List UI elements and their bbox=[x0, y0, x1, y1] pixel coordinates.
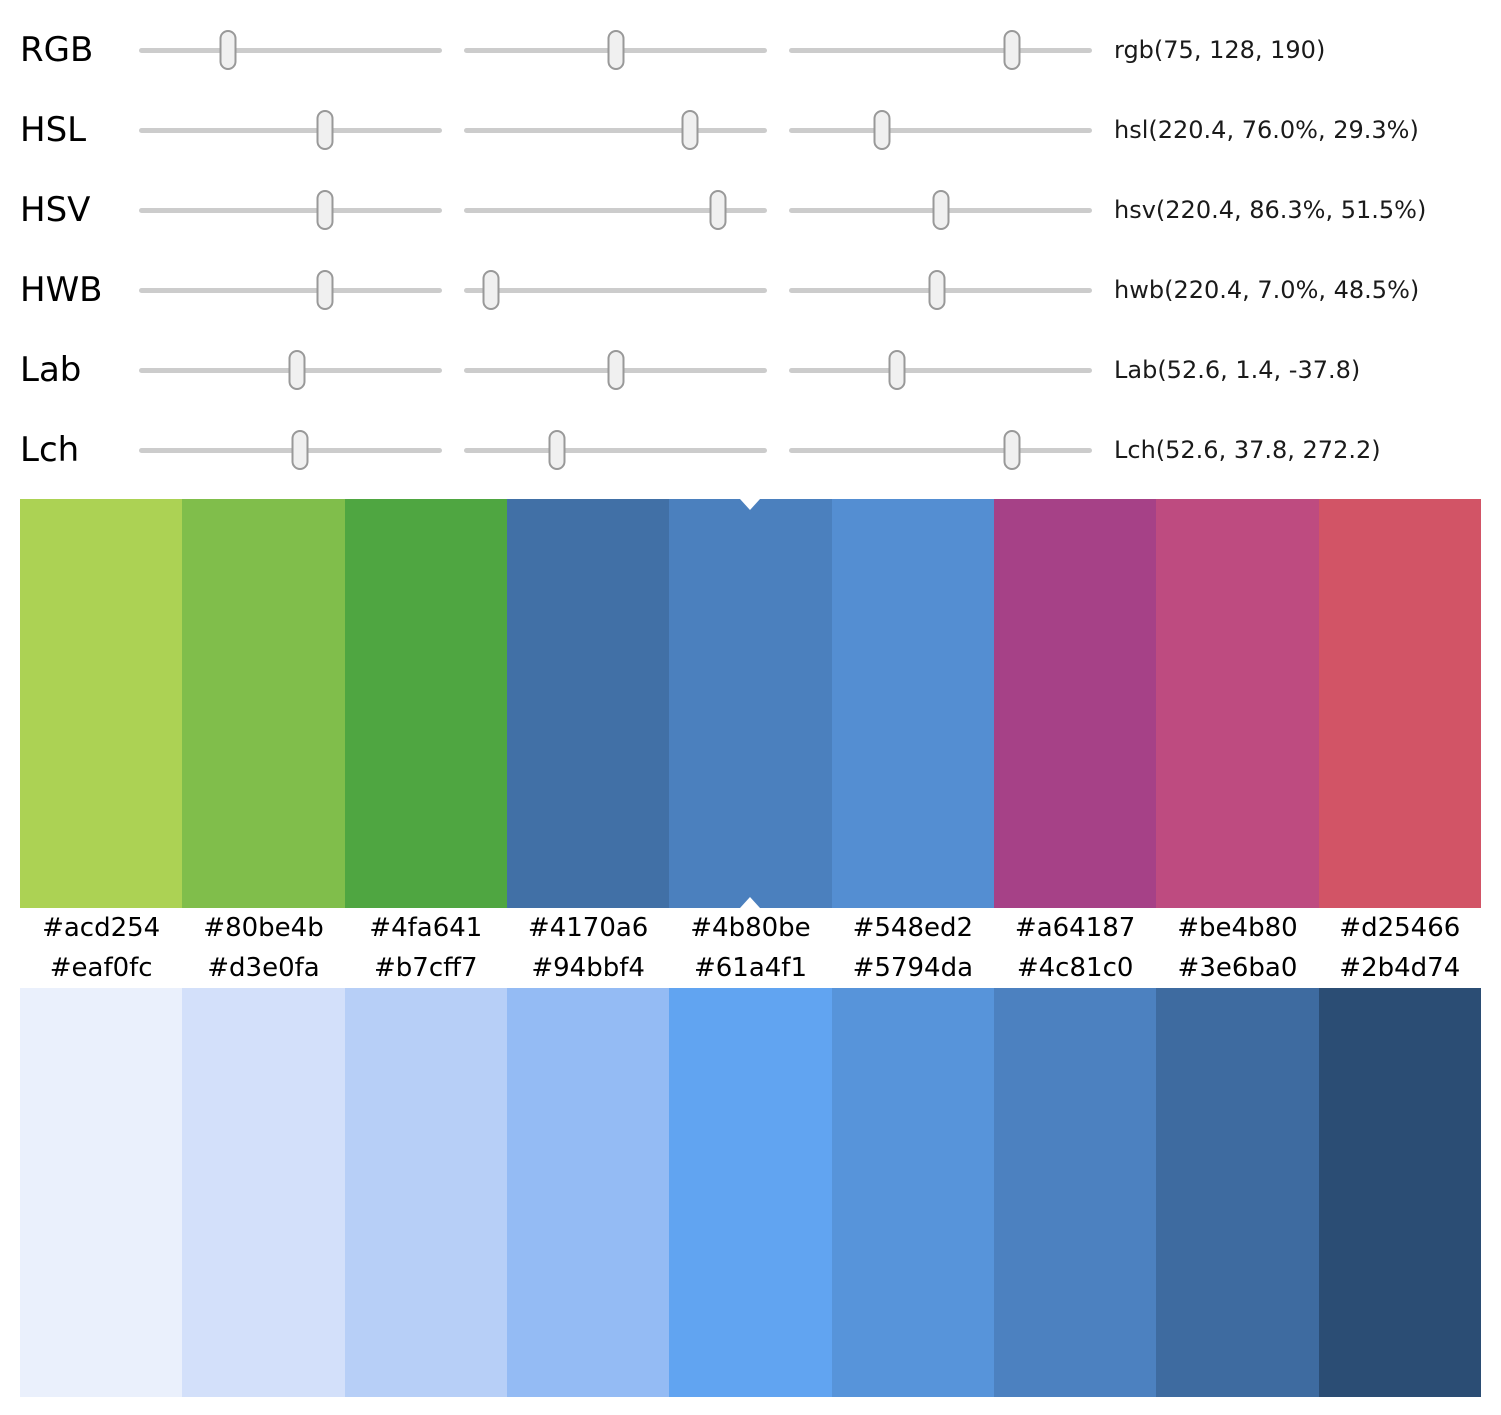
hsv-slider-thumb-1[interactable] bbox=[316, 190, 334, 230]
palette-bottom-swatch-6[interactable] bbox=[993, 988, 1157, 1397]
palette-bottom-hex-label-7: #3e6ba0 bbox=[1177, 953, 1298, 983]
hwb-slider-thumb-2[interactable] bbox=[482, 270, 500, 310]
hsl-slider-track-1[interactable] bbox=[139, 110, 442, 150]
palette-top-swatch-5[interactable] bbox=[831, 499, 994, 908]
lab-row-label: Lab bbox=[20, 350, 82, 390]
lab-slider-thumb-1[interactable] bbox=[288, 350, 306, 390]
palette-top-swatch-1[interactable] bbox=[182, 499, 345, 908]
palette-bottom-hex-label-1: #d3e0fa bbox=[207, 953, 320, 983]
lab-value-text: Lab(52.6, 1.4, -37.8) bbox=[1114, 356, 1361, 384]
lab-slider-thumb-3[interactable] bbox=[888, 350, 906, 390]
slider-row-rgb: RGB rgb(75, 128, 190) bbox=[20, 10, 1501, 90]
palette-bottom bbox=[20, 988, 1481, 1397]
palette-bottom-swatch-8[interactable] bbox=[1318, 988, 1481, 1397]
hsv-slider-track-1[interactable] bbox=[139, 190, 442, 230]
palette-top-swatch-2[interactable] bbox=[344, 499, 507, 908]
palette-bottom-swatch-3[interactable] bbox=[506, 988, 670, 1397]
rgb-row-label: RGB bbox=[20, 30, 94, 70]
slider-row-lab: Lab Lab(52.6, 1.4, -37.8) bbox=[20, 330, 1501, 410]
slider-panel: RGB rgb(75, 128, 190) HSL hsl(220.4, 76.0%,… bbox=[0, 0, 1501, 490]
hsl-slider-thumb-2[interactable] bbox=[681, 110, 699, 150]
palette-bottom-hex-label-0: #eaf0fc bbox=[49, 953, 153, 983]
palette-top-swatch-4[interactable] bbox=[669, 499, 832, 908]
palette-bottom-hex-label-5: #5794da bbox=[852, 953, 973, 983]
hsl-value-text: hsl(220.4, 76.0%, 29.3%) bbox=[1114, 116, 1419, 144]
palette-bottom-labels: #eaf0fc #d3e0fa #b7cff7 #94bbf4 #61a4f1 #5794… bbox=[20, 948, 1481, 988]
hsv-slider-track-3[interactable] bbox=[789, 190, 1092, 230]
hsv-value-text: hsv(220.4, 86.3%, 51.5%) bbox=[1114, 196, 1427, 224]
selected-swatch-notch-top bbox=[740, 499, 761, 510]
slider-row-hsv: HSV hsv(220.4, 86.3%, 51.5%) bbox=[20, 170, 1501, 250]
hsl-slider-thumb-1[interactable] bbox=[316, 110, 334, 150]
lab-slider-thumb-2[interactable] bbox=[607, 350, 624, 390]
lab-slider-track-3[interactable] bbox=[789, 350, 1092, 390]
palette-top-hex-label-1: #80be4b bbox=[203, 913, 324, 943]
palette-top-swatch-7[interactable] bbox=[1156, 499, 1319, 908]
hsl-slider-thumb-3[interactable] bbox=[873, 110, 891, 150]
palette-top-hex-label-2: #4fa641 bbox=[369, 913, 483, 943]
palette-bottom-swatch-7[interactable] bbox=[1156, 988, 1319, 1397]
palette-top-swatch-3[interactable] bbox=[506, 499, 670, 908]
palette-bottom-swatch-4[interactable] bbox=[669, 988, 832, 1397]
hsl-row-label: HSL bbox=[20, 110, 87, 150]
palette-bottom-hex-label-2: #b7cff7 bbox=[374, 953, 478, 983]
lch-value-text: Lch(52.6, 37.8, 272.2) bbox=[1114, 436, 1381, 464]
rgb-slider-track-2[interactable] bbox=[464, 30, 767, 70]
rgb-value-text: rgb(75, 128, 190) bbox=[1114, 36, 1326, 64]
palette-top-hex-label-7: #be4b80 bbox=[1177, 913, 1298, 943]
lch-slider-thumb-1[interactable] bbox=[291, 430, 309, 470]
hsv-slider-thumb-2[interactable] bbox=[709, 190, 727, 230]
hwb-slider-thumb-3[interactable] bbox=[928, 270, 946, 310]
palette-bottom-swatch-0[interactable] bbox=[20, 988, 183, 1397]
palette-bottom-swatch-2[interactable] bbox=[344, 988, 507, 1397]
slider-row-lch: Lch Lch(52.6, 37.8, 272.2) bbox=[20, 410, 1501, 490]
palette-top-hex-label-0: #acd254 bbox=[42, 913, 161, 943]
lch-slider-thumb-3[interactable] bbox=[1003, 430, 1021, 470]
rgb-slider-thumb-1[interactable] bbox=[219, 30, 237, 70]
slider-row-hwb: HWB hwb(220.4, 7.0%, 48.5%) bbox=[20, 250, 1501, 330]
palette-bottom-swatch-5[interactable] bbox=[831, 988, 994, 1397]
hsv-row-label: HSV bbox=[20, 190, 91, 230]
hsl-slider-track-2[interactable] bbox=[464, 110, 767, 150]
lab-slider-track-1[interactable] bbox=[139, 350, 442, 390]
palette-top-hex-label-6: #a64187 bbox=[1014, 913, 1136, 943]
palette-bottom-hex-label-3: #94bbf4 bbox=[531, 953, 645, 983]
palette-top-swatch-6[interactable] bbox=[993, 499, 1157, 908]
palette-top bbox=[20, 499, 1481, 908]
palette-top-swatch-0[interactable] bbox=[20, 499, 183, 908]
palette-bottom-hex-label-8: #2b4d74 bbox=[1339, 953, 1461, 983]
hwb-slider-track-3[interactable] bbox=[789, 270, 1092, 310]
palette-top-labels: #acd254 #80be4b #4fa641 #4170a6 #4b80be #548e… bbox=[20, 908, 1481, 948]
lab-slider-track-2[interactable] bbox=[464, 350, 767, 390]
lch-row-label: Lch bbox=[20, 430, 80, 470]
lch-slider-track-1[interactable] bbox=[139, 430, 442, 470]
hwb-row-label: HWB bbox=[20, 270, 103, 310]
hwb-slider-track-1[interactable] bbox=[139, 270, 442, 310]
palette-bottom-hex-label-4: #61a4f1 bbox=[693, 953, 807, 983]
hsl-slider-track-3[interactable] bbox=[789, 110, 1092, 150]
hwb-slider-track-2[interactable] bbox=[464, 270, 767, 310]
palette-bottom-hex-label-6: #4c81c0 bbox=[1016, 953, 1134, 983]
lch-slider-thumb-2[interactable] bbox=[548, 430, 566, 470]
hwb-slider-thumb-1[interactable] bbox=[316, 270, 334, 310]
rgb-slider-thumb-3[interactable] bbox=[1003, 30, 1021, 70]
rgb-slider-track-3[interactable] bbox=[789, 30, 1092, 70]
lch-slider-track-3[interactable] bbox=[789, 430, 1092, 470]
rgb-slider-thumb-2[interactable] bbox=[607, 30, 624, 70]
palette-top-hex-label-4: #4b80be bbox=[690, 913, 811, 943]
palette-bottom-swatch-1[interactable] bbox=[182, 988, 345, 1397]
hsv-slider-thumb-3[interactable] bbox=[932, 190, 949, 230]
palette-top-hex-label-3: #4170a6 bbox=[527, 913, 649, 943]
selected-swatch-notch-bottom bbox=[740, 897, 761, 908]
slider-row-hsl: HSL hsl(220.4, 76.0%, 29.3%) bbox=[20, 90, 1501, 170]
lch-slider-track-2[interactable] bbox=[464, 430, 767, 470]
palette-top-hex-label-8: #d25466 bbox=[1339, 913, 1461, 943]
palette-top-hex-label-5: #548ed2 bbox=[852, 913, 974, 943]
hwb-value-text: hwb(220.4, 7.0%, 48.5%) bbox=[1114, 276, 1420, 304]
palette-top-swatch-8[interactable] bbox=[1318, 499, 1481, 908]
rgb-slider-track-1[interactable] bbox=[139, 30, 442, 70]
hsv-slider-track-2[interactable] bbox=[464, 190, 767, 230]
